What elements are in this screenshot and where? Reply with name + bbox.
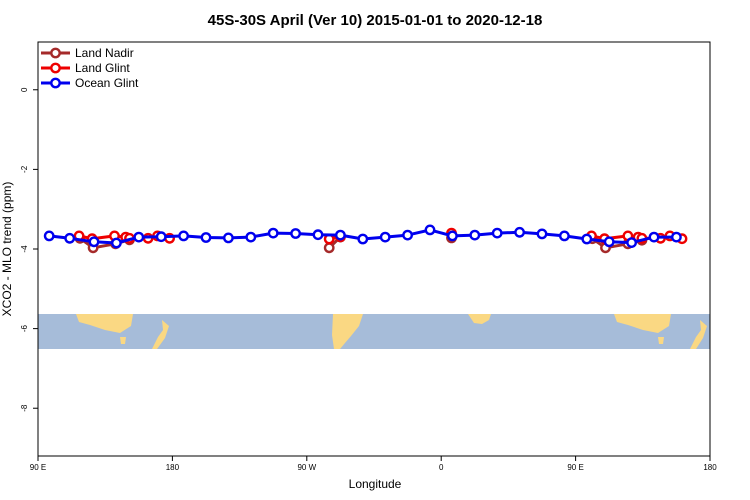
land-australia-left (76, 314, 133, 333)
x-tick-label: 90 E (567, 463, 583, 472)
data-point-ocean-glint (357, 233, 369, 245)
x-tick-label: 0 (439, 463, 444, 472)
data-point-ocean-glint (603, 236, 615, 248)
y-tick-label: -6 (20, 325, 29, 333)
data-point-ocean-glint (536, 228, 548, 240)
legend: Land Nadir Land Glint Ocean Glint (41, 46, 139, 90)
data-point-ocean-glint (402, 229, 413, 241)
data-point-ocean-glint (111, 237, 122, 249)
data-point-ocean-glint (648, 231, 660, 243)
y-tick-label: -2 (20, 165, 29, 173)
data-point-ocean-glint (671, 231, 682, 243)
chart-title: 45S-30S April (Ver 10) 2015-01-01 to 202… (208, 12, 543, 29)
ocean-band (38, 314, 710, 349)
legend-marker-land-nadir (50, 47, 61, 59)
x-tick-label: 180 (703, 463, 717, 472)
data-point-ocean-glint (133, 231, 145, 243)
data-point-land-nadir (323, 242, 335, 254)
data-point-ocean-glint (178, 230, 190, 242)
x-axis: 90 E 180 90 W 0 90 E 180 (30, 456, 717, 472)
land-south-america (332, 314, 363, 349)
y-axis: 0 -2 -4 -6 -8 (20, 87, 38, 412)
land-tasmania-right (658, 337, 664, 344)
data-point-ocean-glint (514, 226, 525, 238)
data-point-ocean-glint (626, 237, 637, 249)
legend-marker-land-glint (50, 62, 61, 74)
legend-marker-ocean-glint (50, 77, 61, 89)
data-point-ocean-glint (222, 232, 234, 244)
data-point-ocean-glint (64, 232, 76, 244)
data-point-ocean-glint (290, 228, 301, 239)
data-point-ocean-glint (88, 236, 100, 248)
land-tasmania-left (120, 337, 126, 344)
y-tick-label: -4 (20, 245, 29, 253)
data-point-ocean-glint (379, 231, 391, 243)
data-point-ocean-glint (581, 233, 593, 245)
data-point-ocean-glint (200, 232, 212, 243)
y-axis-label: XCO2 - MLO trend (ppm) (0, 182, 14, 317)
data-point-ocean-glint (491, 227, 503, 239)
data-point-ocean-glint (469, 229, 481, 241)
legend-label-ocean-glint: Ocean Glint (75, 76, 139, 90)
land-africa (468, 314, 491, 324)
data-point-ocean-glint (312, 229, 324, 241)
data-point-ocean-glint (245, 231, 257, 243)
map-backdrop (38, 314, 710, 349)
x-tick-label: 90 E (30, 463, 46, 472)
land-australia-right (614, 314, 671, 333)
data-point-ocean-glint (334, 229, 346, 241)
data-point-ocean-glint (424, 224, 436, 236)
x-axis-label: Longitude (349, 477, 402, 491)
x-tick-label: 90 W (297, 463, 316, 472)
y-tick-label: -8 (20, 404, 29, 412)
x-tick-label: 180 (166, 463, 180, 472)
legend-label-land-nadir: Land Nadir (75, 46, 134, 60)
land-new-zealand-left (152, 320, 169, 349)
land-new-zealand-right (690, 320, 707, 349)
legend-label-land-glint: Land Glint (75, 61, 130, 75)
data-point-ocean-glint (155, 231, 167, 243)
y-tick-label: 0 (20, 87, 29, 92)
data-point-ocean-glint (446, 230, 458, 242)
data-point-ocean-glint (559, 230, 570, 242)
series-layer (43, 224, 688, 254)
data-point-ocean-glint (267, 227, 279, 239)
data-point-ocean-glint (43, 230, 55, 242)
series-ocean-glint (43, 224, 682, 249)
